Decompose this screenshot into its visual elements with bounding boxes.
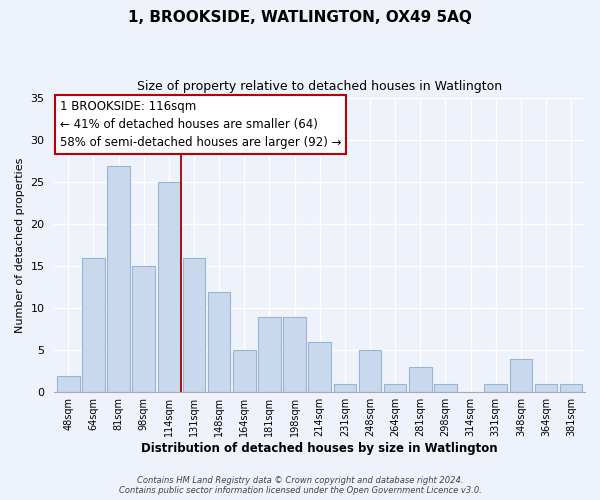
Y-axis label: Number of detached properties: Number of detached properties [15,158,25,333]
Bar [283,316,306,392]
Bar [409,367,431,392]
Bar [158,182,180,392]
Bar [560,384,583,392]
Bar [434,384,457,392]
Bar [359,350,382,393]
Bar [308,342,331,392]
Text: 1 BROOKSIDE: 116sqm
← 41% of detached houses are smaller (64)
58% of semi-detach: 1 BROOKSIDE: 116sqm ← 41% of detached ho… [60,100,341,149]
Bar [107,166,130,392]
Bar [133,266,155,392]
Bar [233,350,256,393]
Bar [535,384,557,392]
Bar [258,316,281,392]
Bar [182,258,205,392]
Bar [208,292,230,392]
Text: Contains HM Land Registry data © Crown copyright and database right 2024.
Contai: Contains HM Land Registry data © Crown c… [119,476,481,495]
Bar [384,384,406,392]
Bar [484,384,507,392]
Bar [334,384,356,392]
Bar [82,258,104,392]
Bar [509,358,532,392]
Title: Size of property relative to detached houses in Watlington: Size of property relative to detached ho… [137,80,502,93]
X-axis label: Distribution of detached houses by size in Watlington: Distribution of detached houses by size … [142,442,498,455]
Text: 1, BROOKSIDE, WATLINGTON, OX49 5AQ: 1, BROOKSIDE, WATLINGTON, OX49 5AQ [128,10,472,25]
Bar [57,376,80,392]
